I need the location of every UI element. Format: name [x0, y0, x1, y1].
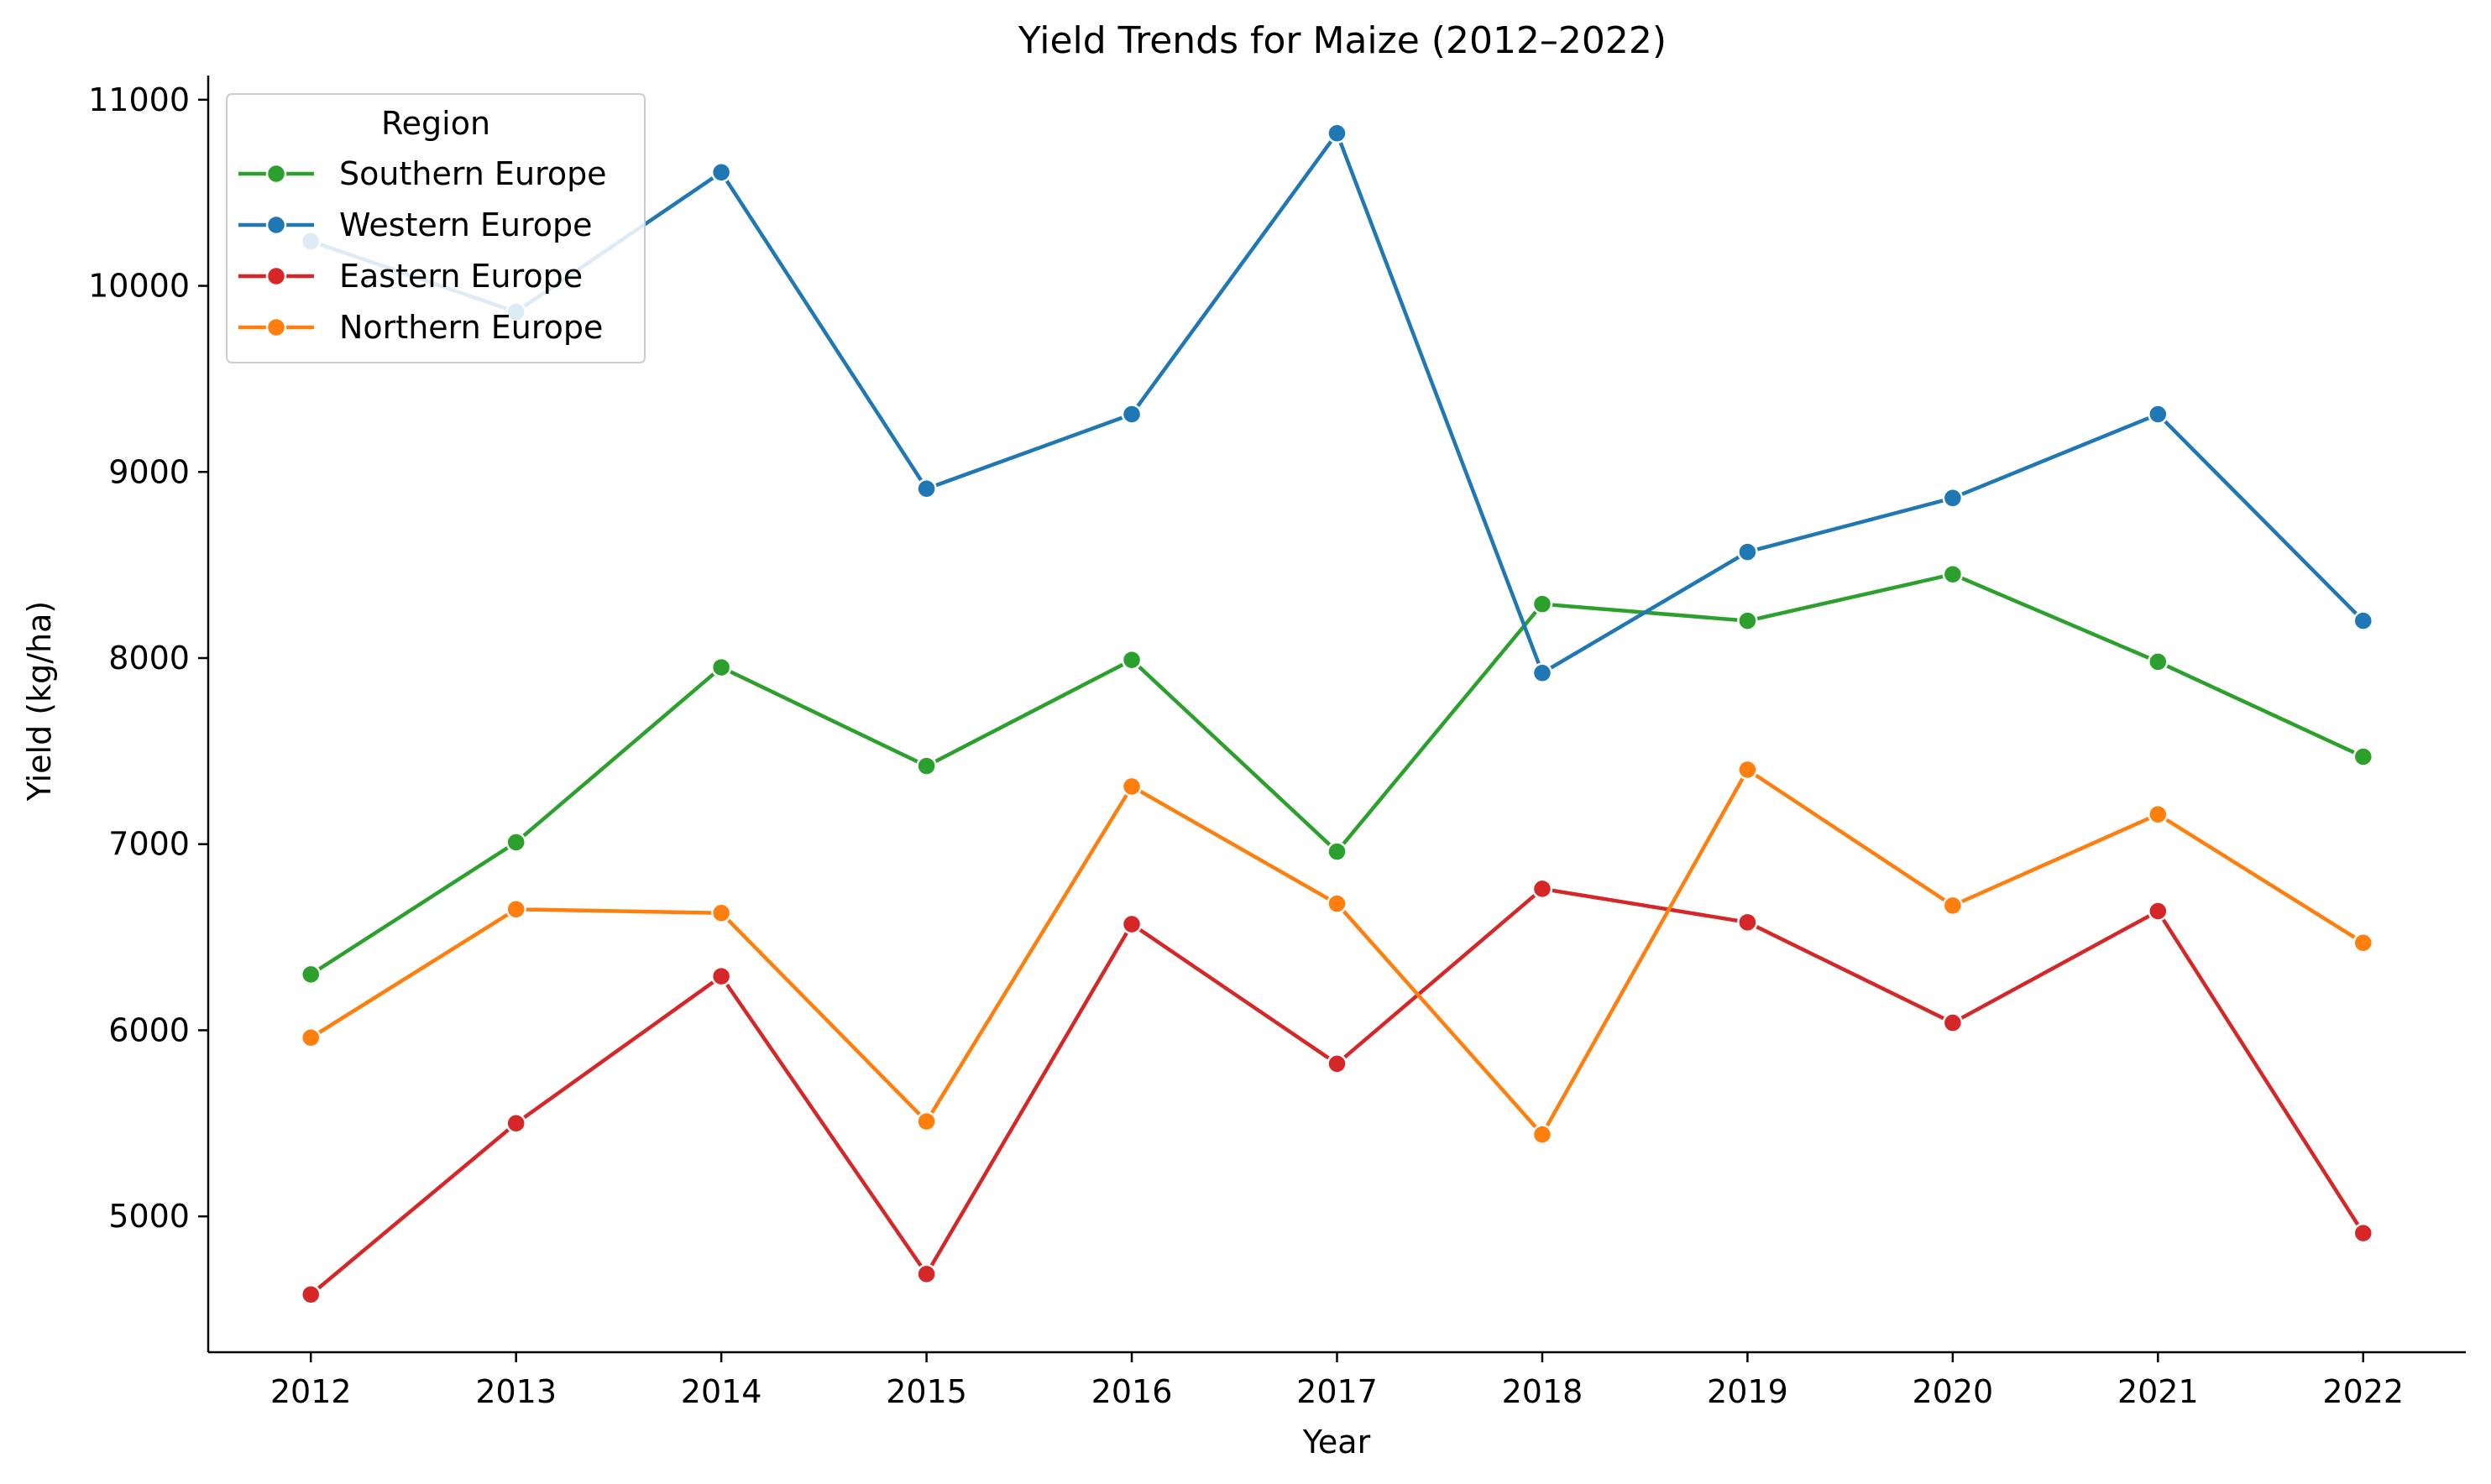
legend-item-northern-europe: Northern Europe — [238, 309, 603, 346]
x-axis-label: Year — [1302, 1424, 1371, 1460]
data-point-eastern-europe — [1531, 878, 1553, 900]
data-point-northern-europe — [1327, 893, 1348, 914]
x-tick-label: 2020 — [1913, 1373, 1994, 1410]
data-point-southern-europe — [2352, 746, 2374, 767]
series-line-eastern-europe — [308, 886, 2366, 1297]
legend-swatch-marker — [265, 316, 287, 338]
data-point-western-europe — [1327, 123, 1348, 144]
x-tick-label: 2015 — [886, 1373, 967, 1410]
series-western-europe — [300, 123, 2374, 683]
y-tick-label: 6000 — [108, 1011, 190, 1048]
legend-box — [226, 93, 646, 363]
data-point-northern-europe — [710, 902, 732, 923]
data-point-northern-europe — [505, 899, 526, 920]
data-point-eastern-europe — [1121, 913, 1143, 935]
data-point-northern-europe — [1531, 1124, 1553, 1145]
data-point-southern-europe — [916, 755, 937, 776]
data-point-western-europe — [1942, 488, 1964, 509]
y-axis-label: Yield (kg/ha) — [21, 601, 58, 802]
legend-label: Western Europe — [339, 206, 593, 243]
x-tick-label: 2013 — [475, 1373, 557, 1410]
data-point-northern-europe — [300, 1027, 322, 1048]
data-point-southern-europe — [1737, 610, 1758, 631]
legend-title: Region — [381, 105, 490, 142]
series-eastern-europe — [300, 878, 2374, 1305]
data-point-western-europe — [1531, 662, 1553, 683]
chart-title: Yield Trends for Maize (2012–2022) — [1018, 19, 1667, 62]
data-point-southern-europe — [2148, 651, 2169, 672]
data-point-eastern-europe — [2148, 901, 2169, 922]
legend-label: Southern Europe — [339, 155, 607, 192]
x-tick-label: 2022 — [2322, 1373, 2404, 1410]
legend-item-eastern-europe: Eastern Europe — [238, 258, 583, 295]
legend: Region Southern Europe Western Europe Easte… — [226, 93, 646, 363]
data-point-western-europe — [916, 478, 937, 499]
y-tick-label: 8000 — [108, 640, 190, 677]
data-point-eastern-europe — [1327, 1053, 1348, 1074]
data-point-northern-europe — [1942, 895, 1964, 917]
series-southern-europe — [300, 563, 2374, 985]
data-point-southern-europe — [1942, 563, 1964, 585]
y-tick-label: 9000 — [108, 453, 190, 490]
series-line-northern-europe — [308, 767, 2366, 1137]
legend-label: Eastern Europe — [339, 258, 583, 295]
data-point-southern-europe — [505, 832, 526, 853]
y-tick-label: 11000 — [88, 81, 190, 118]
y-tick-label: 7000 — [108, 826, 190, 863]
data-point-northern-europe — [1737, 759, 1758, 781]
x-tick-label: 2017 — [1296, 1373, 1378, 1410]
x-tick-label: 2012 — [270, 1373, 352, 1410]
legend-swatch-marker — [265, 265, 287, 287]
x-tick-label: 2019 — [1707, 1373, 1788, 1410]
data-point-eastern-europe — [2352, 1222, 2374, 1244]
data-point-western-europe — [1121, 404, 1143, 425]
data-point-northern-europe — [1121, 776, 1143, 797]
data-point-southern-europe — [710, 656, 732, 678]
legend-item-western-europe: Western Europe — [238, 206, 593, 243]
data-point-southern-europe — [1531, 593, 1553, 614]
x-tick-label: 2014 — [681, 1373, 762, 1410]
data-point-southern-europe — [1121, 649, 1143, 671]
data-point-northern-europe — [2148, 803, 2169, 825]
data-point-western-europe — [2352, 610, 2374, 631]
axes: 2012 2013 2014 2015 2016 2017 2018 2019 2020 2021… — [88, 76, 2466, 1410]
data-point-southern-europe — [1327, 841, 1348, 862]
data-point-western-europe — [2148, 404, 2169, 425]
x-tick-label: 2018 — [1502, 1373, 1583, 1410]
series-layer — [300, 123, 2374, 1305]
data-point-northern-europe — [2352, 932, 2374, 954]
x-tick-label: 2021 — [2117, 1373, 2199, 1410]
data-point-eastern-europe — [300, 1284, 322, 1305]
series-line-southern-europe — [308, 572, 2366, 977]
data-point-western-europe — [1737, 541, 1758, 562]
y-tick-label: 5000 — [108, 1198, 190, 1235]
data-point-southern-europe — [300, 964, 322, 985]
data-point-eastern-europe — [710, 965, 732, 987]
data-point-eastern-europe — [1942, 1012, 1964, 1033]
legend-label: Northern Europe — [339, 309, 603, 346]
data-point-eastern-europe — [1737, 912, 1758, 933]
data-point-eastern-europe — [505, 1113, 526, 1134]
legend-swatch-marker — [265, 163, 287, 185]
y-tick-label: 10000 — [88, 268, 190, 305]
x-tick-label: 2016 — [1091, 1373, 1173, 1410]
data-point-western-europe — [710, 162, 732, 183]
legend-swatch-marker — [265, 214, 287, 236]
data-point-northern-europe — [916, 1110, 937, 1132]
series-northern-europe — [300, 759, 2374, 1145]
data-point-eastern-europe — [916, 1263, 937, 1285]
legend-item-southern-europe: Southern Europe — [238, 155, 607, 192]
